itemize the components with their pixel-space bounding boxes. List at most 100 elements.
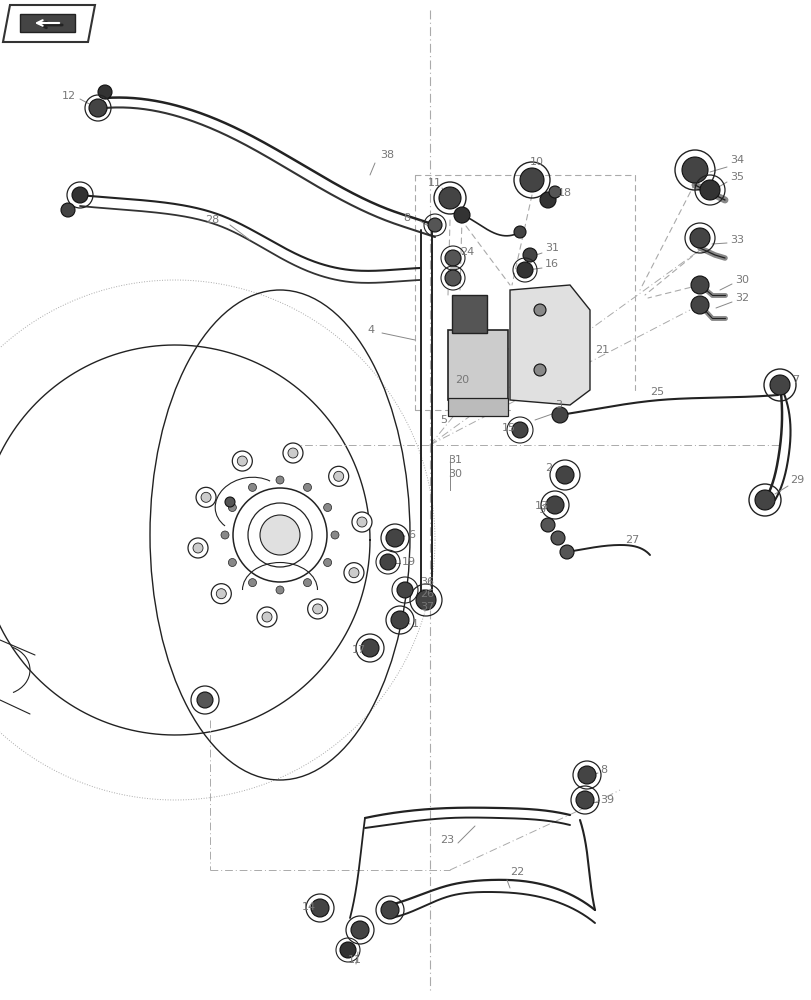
Circle shape <box>519 168 543 192</box>
Circle shape <box>551 531 564 545</box>
Circle shape <box>560 545 573 559</box>
Text: 1: 1 <box>411 619 418 629</box>
Circle shape <box>397 582 413 598</box>
Circle shape <box>260 515 299 555</box>
Circle shape <box>211 584 231 604</box>
Circle shape <box>391 611 409 629</box>
Text: 12: 12 <box>62 91 76 101</box>
Circle shape <box>534 304 545 316</box>
Circle shape <box>248 483 256 491</box>
Text: 34: 34 <box>729 155 743 165</box>
Text: 13: 13 <box>534 501 548 511</box>
Circle shape <box>540 518 554 532</box>
Circle shape <box>349 568 358 578</box>
Text: 10: 10 <box>530 157 543 167</box>
Circle shape <box>197 692 212 708</box>
Circle shape <box>351 512 371 532</box>
Circle shape <box>257 607 277 627</box>
Circle shape <box>380 901 398 919</box>
Text: 26: 26 <box>419 589 434 599</box>
Text: 17: 17 <box>351 645 366 655</box>
Circle shape <box>201 492 211 502</box>
Circle shape <box>98 85 112 99</box>
Circle shape <box>225 497 234 507</box>
Circle shape <box>228 504 236 512</box>
Circle shape <box>513 226 526 238</box>
Circle shape <box>361 639 379 657</box>
Circle shape <box>689 228 709 248</box>
Circle shape <box>551 407 568 423</box>
Circle shape <box>276 476 284 484</box>
Text: 22: 22 <box>509 867 524 877</box>
Circle shape <box>556 466 573 484</box>
Text: 33: 33 <box>729 235 743 245</box>
Text: 25: 25 <box>649 387 663 397</box>
Bar <box>448 398 508 416</box>
Circle shape <box>340 942 355 958</box>
Circle shape <box>415 590 436 610</box>
Circle shape <box>522 248 536 262</box>
Circle shape <box>312 604 322 614</box>
Text: 11: 11 <box>427 178 441 188</box>
Text: 7: 7 <box>791 375 798 385</box>
Circle shape <box>439 187 461 209</box>
Circle shape <box>512 422 527 438</box>
Circle shape <box>769 375 789 395</box>
Polygon shape <box>509 285 590 405</box>
Circle shape <box>188 538 208 558</box>
Text: 35: 35 <box>729 172 743 182</box>
Circle shape <box>517 262 532 278</box>
Text: 6: 6 <box>407 530 414 540</box>
Circle shape <box>311 899 328 917</box>
Circle shape <box>357 517 367 527</box>
Circle shape <box>534 364 545 376</box>
Text: 16: 16 <box>544 259 558 269</box>
Circle shape <box>216 589 226 599</box>
Text: 20: 20 <box>454 375 469 385</box>
Bar <box>20 14 75 32</box>
Bar <box>452 295 487 333</box>
Text: 36: 36 <box>419 577 433 587</box>
Circle shape <box>427 218 441 232</box>
Circle shape <box>681 157 707 183</box>
Text: 30: 30 <box>448 469 461 479</box>
Text: 19: 19 <box>401 557 415 567</box>
Text: 21: 21 <box>594 345 608 355</box>
Circle shape <box>690 296 708 314</box>
Circle shape <box>237 456 247 466</box>
Circle shape <box>307 599 328 619</box>
Text: 15: 15 <box>501 423 515 433</box>
Circle shape <box>385 529 404 547</box>
Circle shape <box>331 531 338 539</box>
Circle shape <box>232 451 252 471</box>
Text: 24: 24 <box>460 247 474 257</box>
Circle shape <box>545 496 564 514</box>
Circle shape <box>61 203 75 217</box>
Circle shape <box>193 543 203 553</box>
Text: 39: 39 <box>599 795 613 805</box>
Circle shape <box>328 466 348 486</box>
Polygon shape <box>3 5 95 42</box>
Text: 38: 38 <box>380 150 393 160</box>
Text: 31: 31 <box>544 243 558 253</box>
Circle shape <box>453 207 470 223</box>
Circle shape <box>577 766 595 784</box>
Circle shape <box>303 579 311 587</box>
Text: 32: 32 <box>734 293 749 303</box>
Bar <box>448 330 508 400</box>
Circle shape <box>303 483 311 491</box>
Text: 5: 5 <box>440 415 446 425</box>
Text: 4: 4 <box>367 325 374 335</box>
Circle shape <box>380 554 396 570</box>
Text: 8: 8 <box>402 213 410 223</box>
Circle shape <box>548 186 560 198</box>
Text: 27: 27 <box>624 535 638 545</box>
Circle shape <box>333 471 343 481</box>
Text: 30: 30 <box>734 275 748 285</box>
Circle shape <box>89 99 107 117</box>
Circle shape <box>324 558 331 566</box>
Circle shape <box>228 558 236 566</box>
Circle shape <box>699 180 719 200</box>
Circle shape <box>754 490 774 510</box>
Circle shape <box>444 250 461 266</box>
